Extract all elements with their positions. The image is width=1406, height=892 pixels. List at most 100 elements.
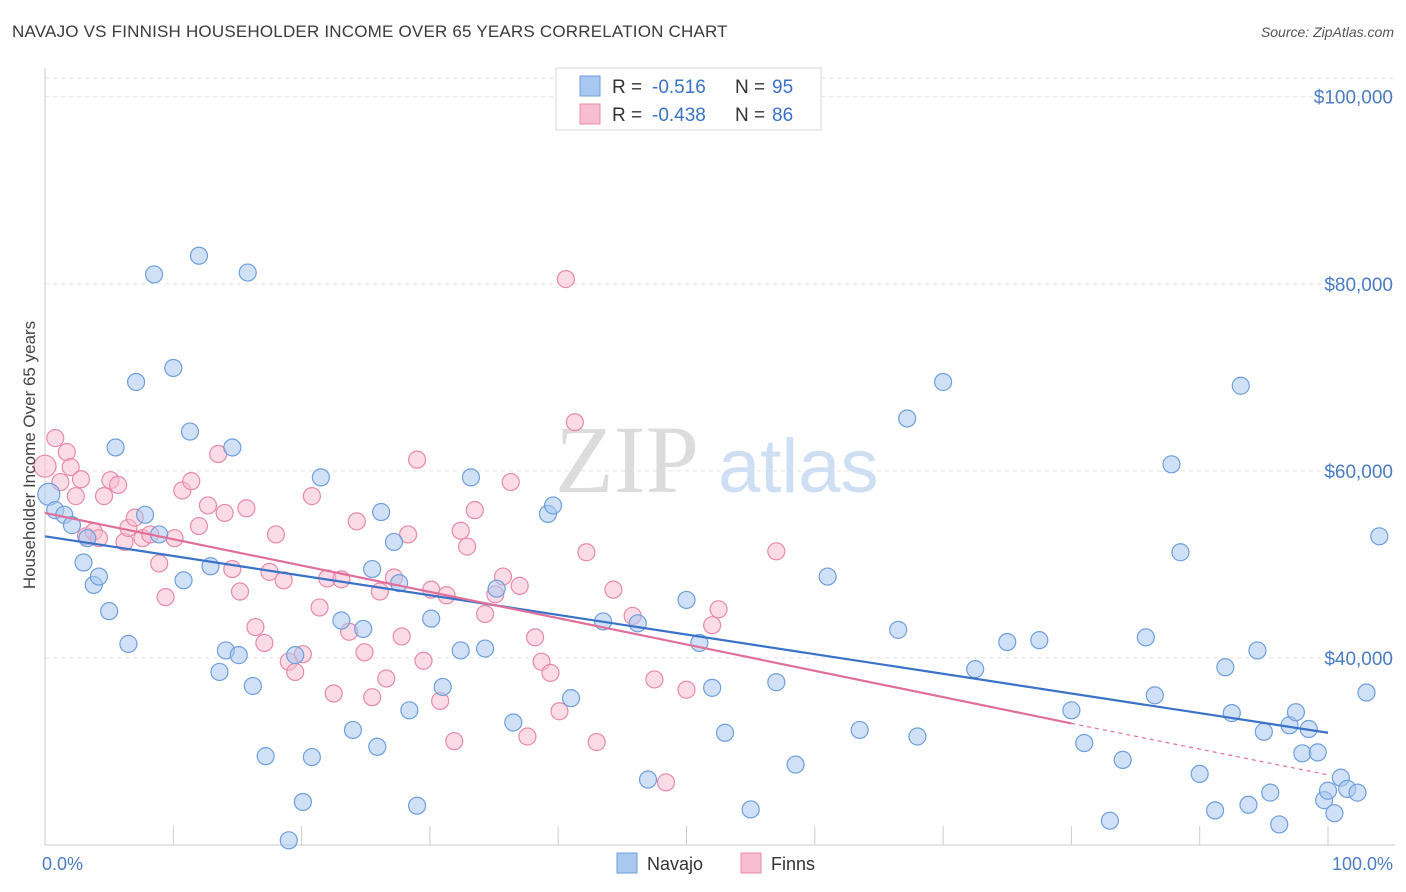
finns-point: [355, 643, 374, 662]
navajo-point: [422, 609, 441, 628]
x-tick-label: 0.0%: [42, 854, 83, 874]
navajo-point: [543, 496, 563, 515]
bottom-legend-swatch: [616, 852, 638, 874]
navajo-point: [998, 632, 1017, 652]
finns-point: [458, 537, 477, 556]
legend-n-value: 95: [772, 77, 793, 98]
finns-point: [347, 512, 366, 531]
x-tick-labels: 0.0% 100.0%: [42, 854, 1393, 874]
navajo-point: [1239, 795, 1258, 814]
navajo-point: [1254, 722, 1273, 741]
navajo-point: [1062, 701, 1081, 720]
navajo-point: [164, 358, 183, 378]
navajo-point: [363, 559, 382, 579]
finns-point: [767, 542, 786, 561]
navajo-point: [966, 660, 985, 679]
navajo-point: [210, 662, 229, 682]
navajo-point: [135, 505, 155, 524]
navajo-point: [238, 263, 257, 282]
navajo-point: [400, 701, 419, 720]
navajo-point: [368, 737, 387, 756]
navajo-point: [1286, 703, 1306, 722]
finns-point: [189, 516, 209, 536]
navajo-point: [407, 796, 427, 815]
y-tick-label: $80,000: [1324, 275, 1393, 296]
navajo-point: [908, 727, 927, 746]
finns-point: [445, 732, 464, 751]
navajo-point: [850, 720, 869, 740]
source-label: Source: ZipAtlas.com: [1260, 24, 1394, 40]
navajo-point: [1248, 641, 1267, 660]
finns-point: [266, 525, 286, 544]
navajo-point: [1270, 815, 1289, 834]
navajo-point: [933, 372, 953, 392]
finns-trend-line: [44, 511, 1072, 725]
navajo-point: [1216, 658, 1235, 677]
navajo-point: [889, 620, 908, 639]
navajo-point: [286, 646, 305, 665]
navajo-point: [119, 634, 138, 653]
navajo-point: [475, 639, 495, 658]
finns-point: [255, 633, 274, 653]
finns-point: [71, 470, 91, 489]
navajo-point: [1162, 455, 1181, 474]
navajo-point: [354, 619, 373, 639]
finns-point: [604, 580, 623, 599]
trend-lines: [44, 511, 1329, 776]
navajo-point: [1145, 686, 1164, 705]
finns-point: [46, 429, 65, 448]
navajo-point: [106, 438, 125, 457]
y-axis-label: Householder Income Over 65 years: [20, 321, 39, 589]
finns-point: [550, 702, 569, 721]
legend-r-value: -0.516: [652, 77, 706, 98]
navajo-point: [1261, 783, 1280, 802]
navajo-point: [243, 676, 262, 696]
finns-point: [645, 670, 664, 689]
finns-point: [215, 503, 234, 523]
finns-point: [33, 454, 57, 478]
navajo-point: [189, 246, 209, 265]
finns-point: [518, 727, 537, 746]
navajo-point: [1136, 628, 1155, 647]
navajo-point: [1348, 783, 1367, 802]
navajo-trend-line: [44, 535, 1329, 734]
bottom-legend-swatch: [740, 852, 762, 874]
finns-point: [510, 576, 529, 596]
finns-point: [182, 472, 201, 491]
navajo-point: [1100, 811, 1119, 830]
finns-point: [451, 521, 470, 540]
finns-point: [565, 413, 584, 432]
navajo-point: [767, 673, 786, 692]
finns-point: [577, 543, 596, 562]
navajo-point: [561, 689, 581, 708]
navajo-point: [504, 713, 523, 732]
y-tick-label: $100,000: [1314, 88, 1393, 109]
finns-point: [677, 680, 696, 699]
finns-point: [61, 458, 80, 477]
x-tick-label: 100.0%: [1332, 854, 1393, 874]
legend: R = -0.516 N = 95 R = -0.438 N = 86: [555, 67, 822, 131]
navajo-point: [332, 611, 351, 630]
finns-point: [237, 499, 256, 518]
finns-point: [407, 450, 427, 469]
finns-point: [703, 616, 722, 635]
navajo-point: [372, 502, 391, 522]
finns-point: [465, 501, 484, 520]
navajo-point: [715, 723, 735, 742]
navajo-point: [1190, 764, 1209, 784]
navajo-point: [174, 571, 193, 590]
watermark-atlas: atlas: [718, 424, 879, 509]
finns-point: [370, 582, 389, 601]
navajo-point: [433, 677, 452, 697]
navajo-point: [89, 567, 108, 586]
finns-point: [541, 663, 560, 682]
navajo-point: [703, 678, 722, 697]
navajo-point: [384, 532, 404, 552]
navajo-point: [293, 792, 312, 812]
navajo-point: [126, 372, 146, 392]
finns-point: [66, 487, 85, 506]
bottom-legend: Navajo Finns: [616, 852, 815, 874]
navajo-point: [343, 720, 363, 740]
bottom-legend-label: Navajo: [647, 854, 703, 874]
navajo-point: [62, 516, 82, 535]
